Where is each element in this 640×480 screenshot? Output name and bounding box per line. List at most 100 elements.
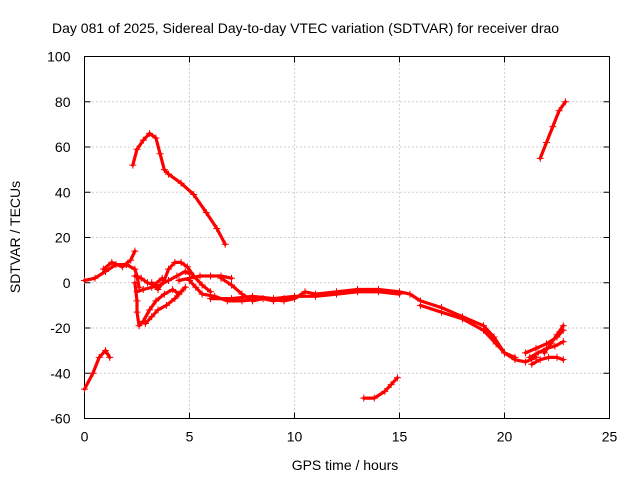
grid-layer: [84, 56, 610, 419]
data-point-marker: [177, 288, 185, 296]
data-point-marker: [139, 286, 147, 294]
series-trace-1: [81, 261, 143, 291]
data-point-marker: [492, 340, 500, 348]
tick-layer: 0 5 10 15 20 25 -60 -40 -20 0 20 40 60 80 100: [47, 49, 617, 445]
data-point-marker: [438, 308, 445, 316]
data-point-marker: [207, 272, 214, 280]
data-point-marker: [131, 279, 139, 287]
data-point-marker: [354, 288, 361, 296]
data-point-marker: [91, 274, 99, 282]
data-point-marker: [146, 129, 154, 137]
data-point-marker: [106, 353, 114, 361]
x-tick-label: 25: [602, 429, 618, 445]
series-trace-13: [217, 274, 288, 305]
data-point-marker: [534, 349, 542, 357]
data-point-marker: [137, 274, 145, 282]
series-trace-7: [141, 288, 185, 327]
data-point-marker: [501, 349, 508, 357]
data-point-marker: [217, 274, 225, 282]
series-trace-5: [131, 279, 189, 330]
data-point-marker: [133, 288, 141, 296]
series-line: [362, 376, 399, 400]
series-line: [82, 263, 141, 289]
series-trace-3: [81, 347, 114, 393]
data-point-marker: [540, 349, 548, 357]
data-point-marker: [536, 356, 544, 364]
data-point-marker: [165, 170, 172, 178]
data-point-marker: [480, 326, 487, 334]
series-trace-17: [528, 353, 567, 368]
data-point-marker: [213, 224, 221, 232]
data-point-marker: [177, 258, 185, 266]
data-point-marker: [152, 134, 160, 142]
x-axis-label: GPS time / hours: [292, 457, 399, 473]
data-point-marker: [406, 290, 414, 298]
data-point-marker: [375, 288, 382, 296]
data-point-marker: [181, 267, 189, 275]
data-point-marker: [381, 387, 389, 395]
data-point-marker: [148, 279, 156, 287]
data-point-marker: [139, 136, 147, 144]
data-point-marker: [127, 256, 135, 264]
data-point-marker: [192, 283, 200, 291]
y-tick-label: 60: [55, 139, 71, 155]
data-point-marker: [171, 295, 179, 303]
data-point-marker: [280, 295, 288, 303]
data-point-marker: [99, 265, 107, 273]
data-point-marker: [198, 290, 206, 298]
data-point-marker: [522, 349, 529, 357]
data-point-marker: [561, 98, 569, 106]
data-point-marker: [547, 340, 555, 348]
y-tick-label: -60: [50, 411, 70, 427]
series-line: [82, 349, 112, 391]
data-point-marker: [102, 347, 109, 355]
data-point-marker: [165, 265, 172, 273]
data-point-marker: [177, 179, 185, 187]
data-point-marker: [545, 353, 553, 361]
data-point-marker: [162, 301, 170, 309]
data-point-marker: [270, 297, 277, 305]
data-point-marker: [259, 295, 267, 303]
series-trace-20: [360, 374, 401, 402]
series-trace-2: [99, 247, 139, 273]
data-point-marker: [169, 286, 177, 294]
data-point-marker: [141, 319, 149, 327]
data-point-marker: [417, 301, 424, 309]
data-point-marker: [135, 322, 143, 330]
data-point-marker: [333, 290, 340, 298]
data-point-marker: [146, 306, 154, 314]
data-point-marker: [160, 290, 168, 298]
data-point-marker: [131, 272, 139, 280]
data-point-marker: [301, 288, 309, 296]
data-point-marker: [202, 209, 210, 217]
data-point-marker: [196, 272, 204, 280]
data-point-marker: [186, 276, 193, 284]
data-point-marker: [551, 342, 559, 350]
data-point-marker: [553, 331, 561, 339]
y-tick-label: 100: [47, 49, 71, 65]
data-point-marker: [360, 394, 368, 402]
series-trace-18: [540, 322, 567, 357]
series-trace-9: [148, 258, 214, 296]
data-point-marker: [522, 358, 529, 366]
data-point-marker: [228, 274, 235, 282]
data-point-marker: [549, 123, 557, 131]
data-point-marker: [559, 322, 567, 330]
data-point-marker: [387, 381, 395, 389]
data-point-marker: [95, 353, 103, 361]
data-point-marker: [154, 286, 162, 294]
data-point-marker: [133, 297, 141, 305]
data-point-marker: [156, 150, 164, 158]
data-point-marker: [133, 145, 141, 153]
data-point-marker: [148, 313, 156, 321]
data-point-marker: [173, 272, 181, 280]
series-trace-14: [417, 301, 519, 361]
data-point-marker: [553, 353, 561, 361]
data-point-marker: [160, 166, 168, 174]
data-point-marker: [133, 308, 141, 316]
data-point-marker: [181, 283, 189, 291]
series-line: [143, 290, 183, 326]
series-line: [131, 131, 227, 246]
y-tick-label: 80: [55, 94, 71, 110]
